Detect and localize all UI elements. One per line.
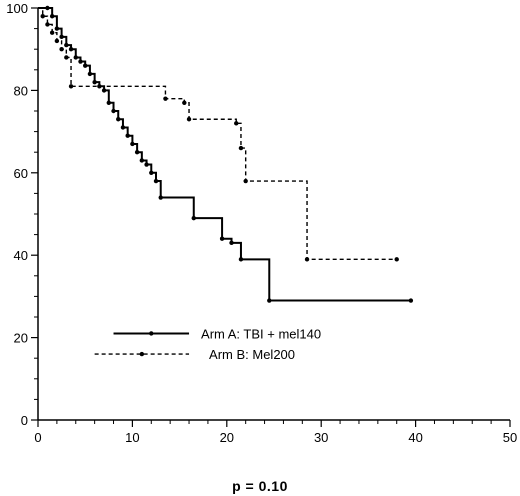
series-point-arm-b [45, 22, 50, 27]
series-point-arm-b [59, 47, 64, 52]
series-point-arm-a [49, 14, 55, 19]
series-point-arm-a [54, 26, 60, 31]
series-point-arm-a [106, 100, 112, 105]
series-point-arm-a [101, 88, 107, 93]
x-tick-label: 50 [503, 430, 517, 445]
p-value-annotation: p = 0.10 [232, 478, 288, 494]
series-point-arm-a [68, 47, 74, 52]
series-point-arm-a [64, 42, 69, 48]
series-point-arm-a [153, 178, 159, 184]
y-tick-label: 100 [6, 1, 28, 16]
series-point-arm-a [120, 125, 126, 130]
series-point-arm-a [191, 215, 196, 221]
series-point-arm-b [54, 38, 60, 44]
series-point-arm-a [92, 79, 97, 85]
legend: Arm A: TBI + mel140 Arm B: Mel200 [94, 326, 321, 362]
x-tick-label: 40 [408, 430, 422, 445]
x-tick-label: 10 [125, 430, 139, 445]
series-point-arm-a [229, 240, 234, 246]
y-tick-label: 40 [14, 248, 28, 263]
series-line-arm-a [38, 7, 411, 302]
series-point-arm-b [182, 100, 187, 105]
y-tick-label: 60 [14, 166, 28, 181]
series-point-arm-b [186, 117, 192, 122]
series-point-arm-a [219, 236, 225, 241]
series-point-arm-a [59, 34, 64, 40]
series-point-arm-b [234, 121, 239, 126]
series-point-arm-a [134, 150, 140, 155]
series-point-arm-a [144, 162, 149, 167]
legend-marker-arm-b [139, 351, 145, 357]
series-point-arm-a [78, 59, 83, 64]
axis-ticks: 0 10 20 30 40 50 0 20 40 60 80 100 [6, 1, 517, 445]
series-point-arm-b [163, 96, 168, 101]
series-line-arm-b [38, 7, 397, 261]
x-tick-label: 0 [34, 430, 41, 445]
y-tick-label: 20 [14, 331, 28, 346]
legend-label-arm-a: Arm A: TBI + mel140 [201, 326, 321, 341]
x-tick-label: 30 [314, 430, 328, 445]
series-point-arm-a [238, 257, 244, 262]
series-point-arm-b [68, 84, 74, 89]
series-point-arm-a [97, 84, 102, 89]
series-point-arm-a [158, 195, 163, 200]
series-point-arm-a [408, 298, 414, 303]
series-point-arm-a [87, 71, 93, 77]
y-tick-label: 80 [14, 83, 28, 98]
series-point-arm-b [394, 257, 399, 262]
series-point-arm-a [267, 298, 272, 303]
series-point-arm-b [243, 178, 248, 184]
series-point-arm-b [40, 14, 45, 19]
series-point-arm-b [304, 257, 310, 262]
series-point-arm-a [73, 55, 78, 60]
series-point-arm-b [64, 55, 69, 60]
series-point-arm-a [125, 133, 130, 138]
series-point-arm-a [111, 108, 116, 114]
series-point-arm-a [139, 158, 145, 163]
series-point-arm-b [238, 145, 244, 151]
y-tick-label: 0 [21, 413, 28, 428]
series-point-arm-b [49, 30, 55, 35]
legend-marker-arm-a [149, 331, 154, 336]
x-tick-label: 20 [220, 430, 234, 445]
series-point-arm-a [149, 170, 154, 175]
series-layer [38, 5, 414, 303]
legend-label-arm-b: Arm B: Mel200 [209, 347, 295, 362]
series-point-arm-a [116, 117, 121, 122]
series-point-arm-a [130, 141, 135, 147]
series-point-arm-a [45, 5, 50, 11]
series-point-arm-a [83, 63, 88, 68]
